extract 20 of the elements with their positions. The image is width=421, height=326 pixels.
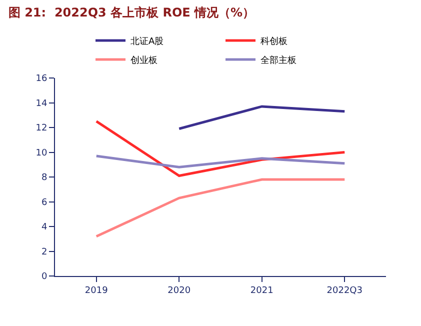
line-series: [95, 154, 346, 168]
y-tick-label: 0: [41, 272, 48, 282]
y-tick-label: 10: [36, 148, 48, 158]
x-tick-label: 2020: [168, 286, 191, 296]
legend-label: 创业板: [130, 55, 158, 66]
legend-label: 全部主板: [260, 55, 296, 66]
y-tick-label: 16: [36, 74, 48, 84]
y-tick-label: 6: [41, 198, 48, 208]
chart-title: 图 21: 2022Q3 各上市板 ROE 情况（%）: [8, 6, 255, 20]
y-tick-label: 12: [36, 124, 48, 134]
line-series: [95, 120, 346, 178]
y-tick-label: 14: [36, 98, 48, 109]
x-tick-label: 2022Q3: [326, 286, 362, 296]
y-tick-label: 2: [41, 247, 48, 258]
y-tick-label: 8: [41, 173, 48, 184]
legend-label: 科创板: [260, 36, 288, 48]
y-tick-label: 4: [41, 222, 48, 233]
x-tick-label: 2019: [84, 286, 108, 296]
legend-label: 北证A股: [130, 36, 164, 48]
x-tick-label: 2021: [250, 286, 274, 296]
